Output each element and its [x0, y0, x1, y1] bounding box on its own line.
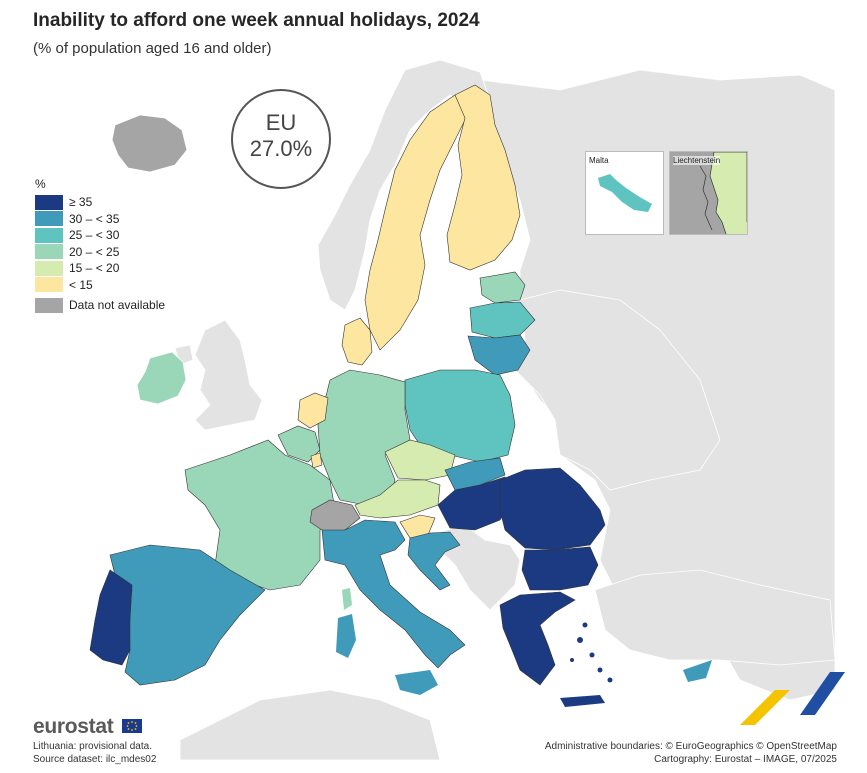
- eu-label: EU: [265, 110, 297, 135]
- footnote-source: Source dataset: ilc_mdes02: [33, 754, 157, 765]
- country-belgium[interactable]: [277, 425, 321, 463]
- credits: Administrative boundaries: © EuroGeograp…: [545, 740, 837, 766]
- inset-liechtenstein-map: [670, 152, 747, 234]
- country-sweden[interactable]: [364, 94, 471, 351]
- country-lithuania[interactable]: [467, 334, 531, 376]
- eu-flag-icon: [122, 719, 142, 733]
- brand-stripe-yellow: [740, 690, 790, 725]
- legend-swatch: [35, 211, 63, 227]
- legend-swatch: [35, 244, 63, 260]
- inset-malta: Malta: [585, 151, 664, 235]
- country-greece[interactable]: [499, 591, 576, 686]
- border-line: [699, 165, 713, 231]
- country-switzerland[interactable]: [309, 499, 361, 533]
- country-greece-crete[interactable]: [560, 695, 605, 707]
- country-latvia[interactable]: [469, 301, 536, 339]
- legend-swatch: [35, 297, 63, 313]
- legend-swatch: [35, 194, 63, 210]
- map-title: Inability to afford one week annual holi…: [33, 10, 480, 31]
- eurostat-logo: eurostat: [33, 715, 114, 738]
- country-france[interactable]: [184, 439, 336, 591]
- country-italy-sicily[interactable]: [395, 670, 438, 695]
- legend-label: Data not available: [69, 298, 166, 313]
- credit-cartography: Cartography: Eurostat – IMAGE, 07/2025: [654, 754, 837, 765]
- country-poland[interactable]: [404, 369, 516, 463]
- country-bulgaria[interactable]: [521, 546, 599, 591]
- country-austria[interactable]: [354, 479, 441, 519]
- legend-unit: %: [35, 177, 46, 191]
- credit-boundaries: Administrative boundaries: © EuroGeograp…: [544, 741, 837, 752]
- map-subtitle: (% of population aged 16 and older): [33, 40, 272, 57]
- country-austria-edge: [726, 222, 747, 234]
- country-italy-sardinia[interactable]: [336, 614, 356, 658]
- country-croatia[interactable]: [407, 531, 461, 591]
- legend-label: ≥ 35: [69, 195, 93, 210]
- footnotes: Lithuania: provisional data. Source data…: [33, 740, 156, 766]
- inset-malta-map: [598, 174, 652, 212]
- legend-label: 30 – < 35: [69, 211, 120, 226]
- legend-label: 25 – < 30: [69, 228, 120, 243]
- legend-row-not-available: Data not available: [35, 297, 165, 314]
- legend-label: 15 – < 20: [69, 261, 120, 276]
- legend-row: 20 – < 25: [35, 244, 165, 261]
- legend-row: ≥ 35: [35, 194, 165, 211]
- inset-malta-label: Malta: [589, 156, 609, 165]
- country-slovenia[interactable]: [399, 514, 436, 539]
- country-luxembourg[interactable]: [310, 452, 323, 469]
- inset-liechtenstein-label: Liechtenstein: [673, 156, 721, 165]
- legend-row: < 15: [35, 277, 165, 294]
- legend-swatch: [35, 227, 63, 243]
- country-italy[interactable]: [321, 519, 466, 669]
- country-cyprus[interactable]: [683, 660, 712, 682]
- legend-row: 25 – < 30: [35, 227, 165, 244]
- legend-swatch: [35, 260, 63, 276]
- country-denmark[interactable]: [341, 317, 373, 366]
- brand-stripe-blue: [800, 672, 845, 715]
- legend-swatch: [35, 277, 63, 293]
- country-liechtenstein[interactable]: [709, 152, 747, 234]
- country-romania[interactable]: [499, 467, 606, 551]
- eu-value: 27.0%: [249, 136, 313, 161]
- country-czechia[interactable]: [384, 439, 456, 481]
- legend-label: 20 – < 25: [69, 244, 120, 259]
- legend-label: < 15: [69, 277, 93, 292]
- country-iceland[interactable]: [111, 114, 188, 173]
- footnote-lithuania: Lithuania: provisional data.: [33, 741, 152, 752]
- country-estonia[interactable]: [479, 271, 526, 304]
- legend-row: 30 – < 35: [35, 211, 165, 228]
- country-france-corsica[interactable]: [342, 588, 352, 610]
- legend: % ≥ 35 30 – < 35 25 – < 30 20 – < 25 15 …: [35, 177, 165, 314]
- country-netherlands[interactable]: [297, 392, 329, 429]
- country-greece-islands: [570, 622, 613, 683]
- country-finland[interactable]: [446, 84, 521, 271]
- country-ireland[interactable]: [136, 351, 187, 405]
- country-portugal[interactable]: [89, 569, 133, 666]
- inset-liechtenstein: Liechtenstein: [669, 151, 748, 235]
- eu-average-badge: EU 27.0%: [231, 89, 331, 189]
- legend-row: 15 – < 20: [35, 260, 165, 277]
- country-malta[interactable]: [598, 174, 652, 212]
